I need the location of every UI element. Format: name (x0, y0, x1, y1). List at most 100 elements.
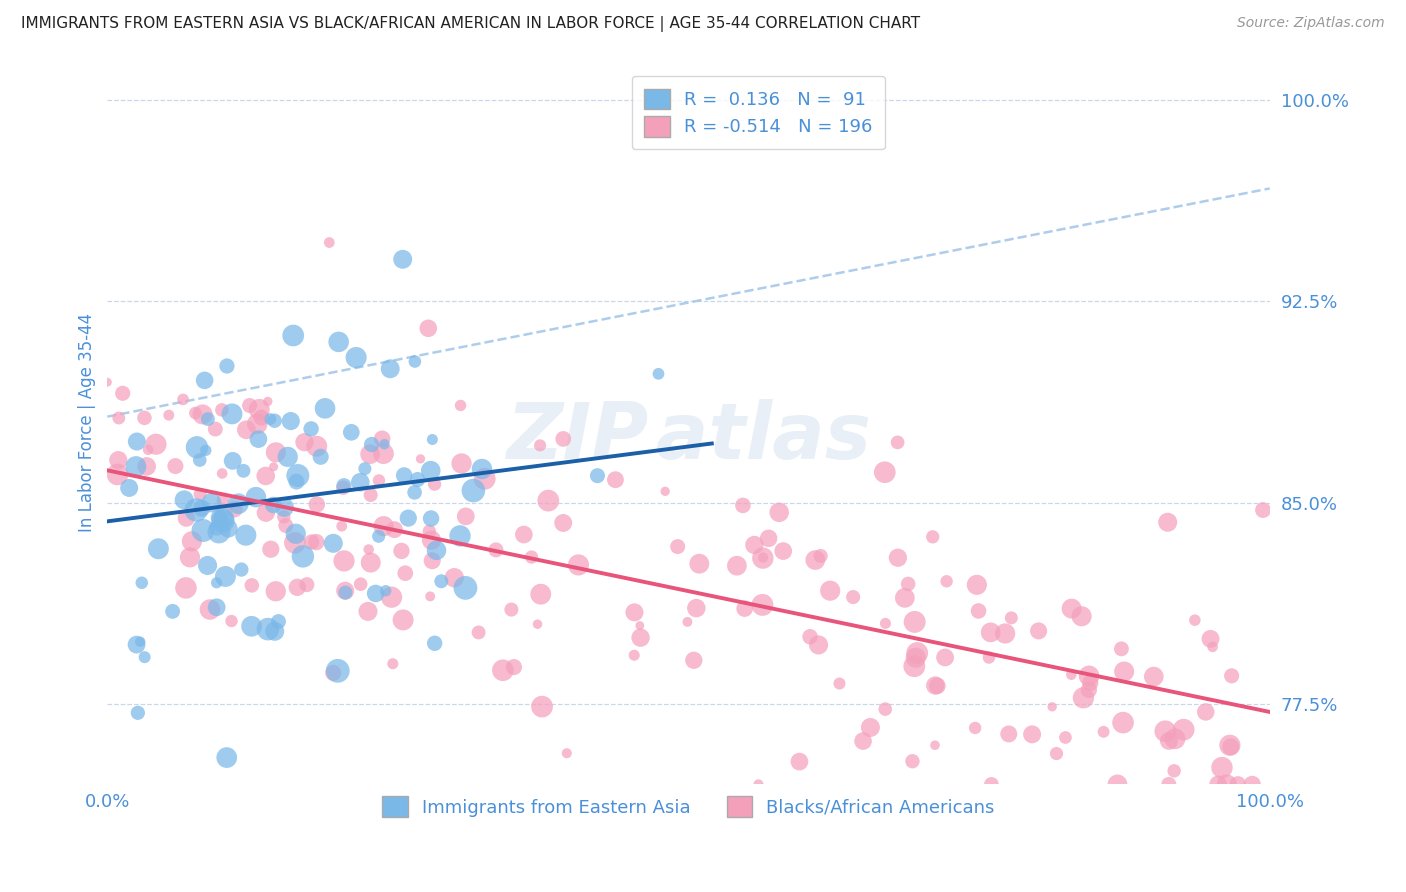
Point (380, 361, 402, 376)
Point (886, 435, 908, 450)
Point (374, 583, 396, 598)
Point (977, 650, 1000, 665)
Point (744, 538, 766, 552)
Point (1241, 777, 1264, 791)
Point (254, 469, 277, 483)
Point (145, 437, 167, 451)
Point (231, 563, 253, 577)
Legend: Immigrants from Eastern Asia, Blacks/African Americans: Immigrants from Eastern Asia, Blacks/Afr… (373, 788, 1004, 826)
Point (553, 432, 575, 446)
Point (384, 523, 406, 537)
Point (905, 646, 928, 660)
Point (301, 535, 323, 549)
Point (373, 447, 395, 461)
Point (1111, 641, 1133, 656)
Point (204, 422, 226, 436)
Point (980, 777, 1002, 791)
Point (197, 558, 219, 573)
Point (240, 578, 263, 592)
Point (247, 432, 270, 446)
Point (1226, 777, 1249, 791)
Point (205, 600, 228, 615)
Point (368, 474, 391, 488)
Point (927, 679, 949, 693)
Point (247, 402, 270, 417)
Point (501, 602, 523, 616)
Point (1163, 764, 1185, 778)
Point (425, 543, 447, 558)
Point (647, 367, 669, 381)
Point (1219, 739, 1241, 754)
Point (1251, 503, 1274, 517)
Point (222, 454, 245, 468)
Point (176, 511, 198, 525)
Point (758, 531, 780, 545)
Point (267, 615, 290, 629)
Point (1040, 699, 1063, 714)
Point (191, 524, 214, 538)
Point (526, 617, 548, 632)
Point (328, 334, 350, 349)
Point (194, 373, 217, 387)
Point (277, 450, 299, 464)
Point (531, 699, 554, 714)
Point (263, 414, 285, 428)
Point (1060, 601, 1083, 615)
Point (274, 518, 297, 533)
Point (205, 575, 228, 590)
Point (208, 524, 231, 539)
Point (467, 625, 489, 640)
Point (135, 459, 157, 474)
Point (330, 519, 353, 533)
Point (373, 519, 395, 533)
Point (1000, 611, 1022, 625)
Point (980, 625, 1002, 640)
Point (367, 529, 389, 543)
Point (392, 468, 415, 483)
Point (666, 540, 689, 554)
Point (245, 490, 267, 504)
Point (768, 505, 790, 519)
Point (179, 550, 201, 565)
Point (935, 574, 957, 589)
Point (221, 407, 243, 421)
Point (191, 408, 214, 422)
Point (350, 577, 373, 591)
Point (406, 473, 429, 487)
Point (450, 457, 472, 471)
Point (136, 442, 159, 457)
Point (173, 492, 195, 507)
Point (285, 475, 308, 489)
Point (654, 484, 676, 499)
Point (676, 615, 699, 629)
Point (392, 613, 415, 627)
Point (818, 583, 841, 598)
Point (419, 464, 441, 478)
Text: ZIP atlas: ZIP atlas (506, 399, 872, 475)
Point (357, 542, 380, 557)
Point (804, 553, 827, 567)
Point (903, 659, 925, 673)
Point (623, 648, 645, 663)
Point (1112, 715, 1135, 730)
Point (828, 676, 851, 690)
Point (259, 412, 281, 426)
Point (211, 467, 233, 481)
Point (454, 509, 477, 524)
Point (295, 577, 318, 591)
Point (125, 434, 148, 449)
Point (752, 551, 775, 566)
Point (264, 445, 287, 459)
Point (186, 503, 208, 517)
Point (198, 602, 221, 616)
Point (904, 615, 927, 629)
Point (287, 468, 309, 483)
Point (513, 527, 536, 541)
Point (789, 755, 811, 769)
Point (443, 571, 465, 585)
Point (1154, 724, 1177, 739)
Point (134, 410, 156, 425)
Point (373, 437, 395, 451)
Point (852, 734, 875, 748)
Point (232, 464, 254, 478)
